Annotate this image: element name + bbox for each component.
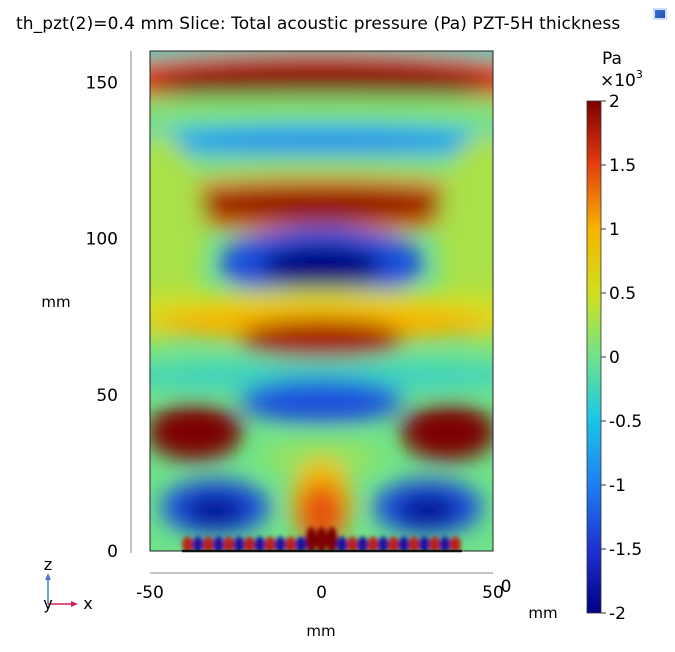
source-spot xyxy=(274,536,286,551)
plot-options-icon[interactable] xyxy=(653,8,667,20)
colorbar-ticks: 2 1.5 1 0.5 0 -0.5 -1 -1.5 -2 xyxy=(601,92,642,624)
source-spot xyxy=(357,536,369,551)
source-spot xyxy=(398,536,410,551)
heat-band xyxy=(150,154,493,186)
source-spot xyxy=(367,536,379,551)
source-spot xyxy=(233,536,245,551)
colorbar-tick-label: -0.5 xyxy=(609,412,642,432)
source-spot xyxy=(429,536,441,551)
colorbar-multiplier: ×103 xyxy=(600,68,643,91)
source-spot xyxy=(223,536,235,551)
source-spot xyxy=(388,536,400,551)
colorbar-tick-label: 0.5 xyxy=(609,284,636,304)
source-spot xyxy=(213,536,225,551)
source-spot xyxy=(243,536,255,551)
heat-band xyxy=(396,494,459,526)
colorbar-tick-label: -1 xyxy=(609,476,626,496)
source-spot xyxy=(449,536,461,551)
source-spot xyxy=(285,536,297,551)
heat-band xyxy=(167,185,476,223)
source-spot xyxy=(439,536,451,551)
x-tick-label: -50 xyxy=(136,583,164,603)
heat-band xyxy=(150,94,493,133)
colorbar-tick-label: 2 xyxy=(609,92,620,112)
y-tick-label: 50 xyxy=(96,386,118,406)
y-tick-label: 0 xyxy=(107,542,118,562)
colorbar xyxy=(586,100,602,614)
source-spot xyxy=(418,536,430,551)
colorbar-tick-label: 1 xyxy=(609,220,620,240)
source-spot xyxy=(192,536,204,551)
triad-z-label: z xyxy=(44,555,52,574)
axis-triad: z y x xyxy=(43,555,92,613)
heat-band xyxy=(150,360,493,392)
source-spot xyxy=(295,536,307,551)
heat-band xyxy=(400,404,493,461)
heat-band xyxy=(259,244,384,289)
heat-band xyxy=(184,494,247,526)
source-spot xyxy=(202,536,214,551)
triad-x-label: x xyxy=(83,594,92,613)
colorbar-tick-label: -1.5 xyxy=(609,540,642,560)
heat-band xyxy=(150,63,493,101)
x-axis-ticks: -50 0 50 xyxy=(136,583,504,603)
y-axis-ticks: 0 50 100 150 xyxy=(86,73,118,562)
y-tick-label: 100 xyxy=(86,230,118,250)
colorbar-unit: Pa xyxy=(602,49,622,69)
source-spot xyxy=(182,536,194,551)
colorbar-tick-label: 1.5 xyxy=(609,156,636,176)
colorbar-tick-label: -2 xyxy=(609,604,626,624)
source-spot xyxy=(377,536,389,551)
triad-y-label: y xyxy=(43,594,52,613)
source-spot xyxy=(346,536,358,551)
z-axis-unit: mm xyxy=(528,604,557,622)
colorbar-tick-label: 0 xyxy=(609,348,620,368)
heat-band xyxy=(150,404,243,461)
source-spot xyxy=(316,526,327,551)
source-spot xyxy=(326,526,338,551)
z-axis-tick-label: 0 xyxy=(501,577,512,597)
y-tick-label: 150 xyxy=(86,73,118,93)
source-spot xyxy=(264,536,276,551)
source-spot xyxy=(254,536,266,551)
x-tick-label: 0 xyxy=(316,583,327,603)
source-spot xyxy=(408,536,420,551)
y-axis-label: mm xyxy=(41,293,70,311)
source-spot xyxy=(336,536,348,551)
x-tick-label: 50 xyxy=(482,583,504,603)
x-axis-label: mm xyxy=(306,622,335,640)
heat-band xyxy=(239,379,404,423)
source-spot xyxy=(305,526,317,551)
heat-band xyxy=(167,129,476,155)
plot-title: th_pzt(2)=0.4 mm Slice: Total acoustic p… xyxy=(16,14,621,34)
heat-band xyxy=(239,319,404,358)
